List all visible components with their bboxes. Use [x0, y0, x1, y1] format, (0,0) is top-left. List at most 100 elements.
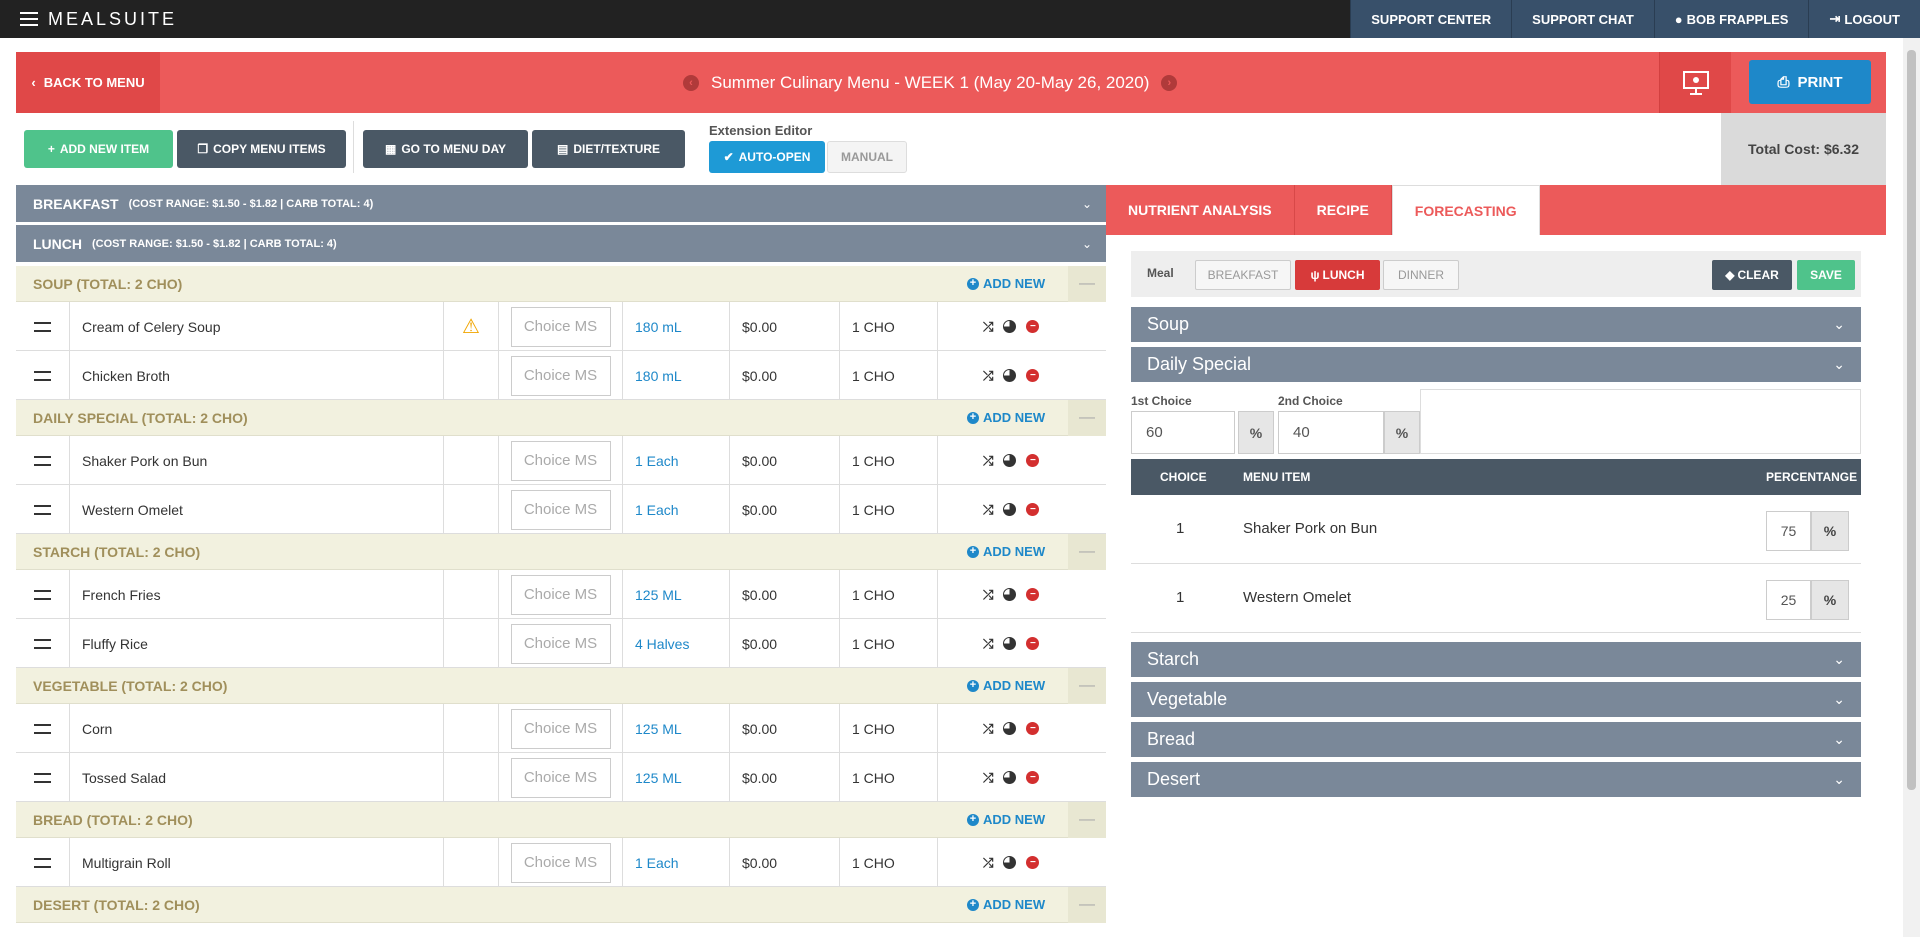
breakfast-button[interactable]: BREAKFAST — [1195, 260, 1291, 290]
collapse-icon[interactable]: — — [1068, 887, 1106, 923]
portion-link[interactable]: 125 ML — [635, 769, 682, 786]
add-new-item-button[interactable]: + ADD NEW ITEM — [24, 130, 173, 168]
section-bread[interactable]: Bread ⌄ — [1131, 722, 1861, 757]
meal-bar-lunch[interactable]: LUNCH (COST RANGE: $1.50 - $1.82 | CARB … — [16, 225, 1106, 262]
clear-button[interactable]: ◆ CLEAR — [1712, 260, 1792, 290]
add-new-button[interactable]: + ADD NEW — [967, 678, 1045, 693]
drag-handle[interactable] — [16, 485, 70, 534]
section-starch[interactable]: Starch ⌄ — [1131, 642, 1861, 677]
percentage-input[interactable]: 75 — [1766, 511, 1811, 551]
shuffle-icon[interactable]: ⤮ — [983, 318, 994, 334]
shuffle-icon[interactable]: ⤮ — [983, 720, 994, 736]
remove-icon[interactable]: − — [1026, 637, 1040, 650]
shuffle-icon[interactable]: ⤮ — [983, 501, 994, 517]
remove-icon[interactable]: − — [1026, 722, 1040, 735]
manual-button[interactable]: MANUAL — [827, 141, 907, 173]
copy-menu-items-button[interactable]: ❐ COPY MENU ITEMS — [177, 130, 346, 168]
collapse-icon[interactable]: — — [1068, 668, 1106, 704]
drag-handle[interactable] — [16, 436, 70, 485]
choice-ms-input[interactable]: Choice MS — [510, 623, 611, 664]
pie-chart-icon[interactable] — [1003, 637, 1017, 650]
go-to-menu-day-button[interactable]: ▦ GO TO MENU DAY — [363, 130, 528, 168]
add-new-button[interactable]: + ADD NEW — [967, 276, 1045, 291]
back-to-menu-button[interactable]: ‹ BACK TO MENU — [16, 52, 160, 113]
choice-ms-input[interactable]: Choice MS — [510, 440, 611, 481]
portion-link[interactable]: 1 Each — [635, 854, 679, 871]
remove-icon[interactable]: − — [1026, 454, 1040, 467]
prev-week-icon[interactable]: ‹ — [683, 74, 699, 91]
save-button[interactable]: SAVE — [1797, 260, 1855, 290]
section-desert[interactable]: Desert ⌄ — [1131, 762, 1861, 797]
percent-icon[interactable]: % — [1238, 411, 1274, 454]
pie-chart-icon[interactable] — [1003, 320, 1017, 333]
support-chat-link[interactable]: SUPPORT CHAT — [1511, 0, 1654, 38]
choice-ms-input[interactable]: Choice MS — [510, 757, 611, 798]
percent-icon[interactable]: % — [1811, 580, 1849, 620]
auto-open-button[interactable]: ✔ AUTO-OPEN — [709, 141, 825, 173]
drag-handle[interactable] — [16, 704, 70, 753]
print-button[interactable]: ⎙ PRINT — [1749, 60, 1871, 104]
add-new-button[interactable]: + ADD NEW — [967, 812, 1045, 827]
add-new-button[interactable]: + ADD NEW — [967, 544, 1045, 559]
portion-link[interactable]: 125 ML — [635, 586, 682, 603]
drag-handle[interactable] — [16, 570, 70, 619]
remove-icon[interactable]: − — [1026, 856, 1040, 869]
user-menu[interactable]: ● BOB FRAPPLES — [1653, 0, 1809, 38]
portion-link[interactable]: 1 Each — [635, 452, 679, 469]
next-week-icon[interactable]: › — [1161, 74, 1178, 91]
add-new-button[interactable]: + ADD NEW — [967, 897, 1045, 912]
pie-chart-icon[interactable] — [1003, 722, 1017, 735]
percent-icon[interactable]: % — [1384, 411, 1420, 454]
choice-ms-input[interactable]: Choice MS — [510, 489, 611, 530]
collapse-icon[interactable]: — — [1068, 534, 1106, 570]
drag-handle[interactable] — [16, 838, 70, 887]
portion-link[interactable]: 180 mL — [635, 367, 682, 384]
lunch-button[interactable]: ψ LUNCH — [1295, 260, 1380, 290]
choice-ms-input[interactable]: Choice MS — [510, 574, 611, 615]
hamburger-icon[interactable] — [20, 12, 38, 26]
percent-icon[interactable]: % — [1811, 511, 1849, 551]
pie-chart-icon[interactable] — [1003, 588, 1017, 601]
shuffle-icon[interactable]: ⤮ — [983, 769, 994, 785]
choice-ms-input[interactable]: Choice MS — [510, 842, 611, 883]
logo[interactable]: MEALSUITE — [20, 9, 177, 30]
drag-handle[interactable] — [16, 351, 70, 400]
pie-chart-icon[interactable] — [1003, 369, 1017, 382]
collapse-icon[interactable]: — — [1068, 266, 1106, 302]
second-choice-input[interactable]: 40 — [1278, 411, 1384, 454]
pie-chart-icon[interactable] — [1003, 503, 1017, 516]
portion-link[interactable]: 4 Halves — [635, 635, 690, 652]
pie-chart-icon[interactable] — [1003, 771, 1017, 784]
pie-chart-icon[interactable] — [1003, 454, 1017, 467]
shuffle-icon[interactable]: ⤮ — [983, 854, 994, 870]
warning-icon[interactable]: ⚠ — [462, 316, 480, 338]
tab-recipe[interactable]: RECIPE — [1295, 185, 1392, 235]
support-center-link[interactable]: SUPPORT CENTER — [1350, 0, 1512, 38]
remove-icon[interactable]: − — [1026, 369, 1040, 382]
collapse-icon[interactable]: — — [1068, 400, 1106, 436]
logout-link[interactable]: ⇥ LOGOUT — [1808, 0, 1920, 38]
first-choice-input[interactable]: 60 — [1131, 411, 1235, 454]
percentage-input[interactable]: 25 — [1766, 580, 1811, 620]
remove-icon[interactable]: − — [1026, 588, 1040, 601]
section-daily-special[interactable]: Daily Special ⌄ — [1131, 347, 1861, 382]
dinner-button[interactable]: DINNER — [1383, 260, 1459, 290]
tab-forecasting[interactable]: FORECASTING — [1391, 185, 1540, 235]
portion-link[interactable]: 125 ML — [635, 720, 682, 737]
add-new-button[interactable]: + ADD NEW — [967, 410, 1045, 425]
drag-handle[interactable] — [16, 619, 70, 668]
choice-ms-input[interactable]: Choice MS — [510, 306, 611, 347]
presentation-button[interactable] — [1659, 52, 1731, 113]
portion-link[interactable]: 1 Each — [635, 501, 679, 518]
choice-ms-input[interactable]: Choice MS — [510, 355, 611, 396]
portion-link[interactable]: 180 mL — [635, 318, 682, 335]
pie-chart-icon[interactable] — [1003, 856, 1017, 869]
shuffle-icon[interactable]: ⤮ — [983, 635, 994, 651]
meal-bar-breakfast[interactable]: BREAKFAST (COST RANGE: $1.50 - $1.82 | C… — [16, 185, 1106, 222]
tab-nutrient-analysis[interactable]: NUTRIENT ANALYSIS — [1106, 185, 1295, 235]
drag-handle[interactable] — [16, 753, 70, 802]
choice-ms-input[interactable]: Choice MS — [510, 708, 611, 749]
shuffle-icon[interactable]: ⤮ — [983, 367, 994, 383]
remove-icon[interactable]: − — [1026, 320, 1040, 333]
section-soup[interactable]: Soup ⌄ — [1131, 307, 1861, 342]
